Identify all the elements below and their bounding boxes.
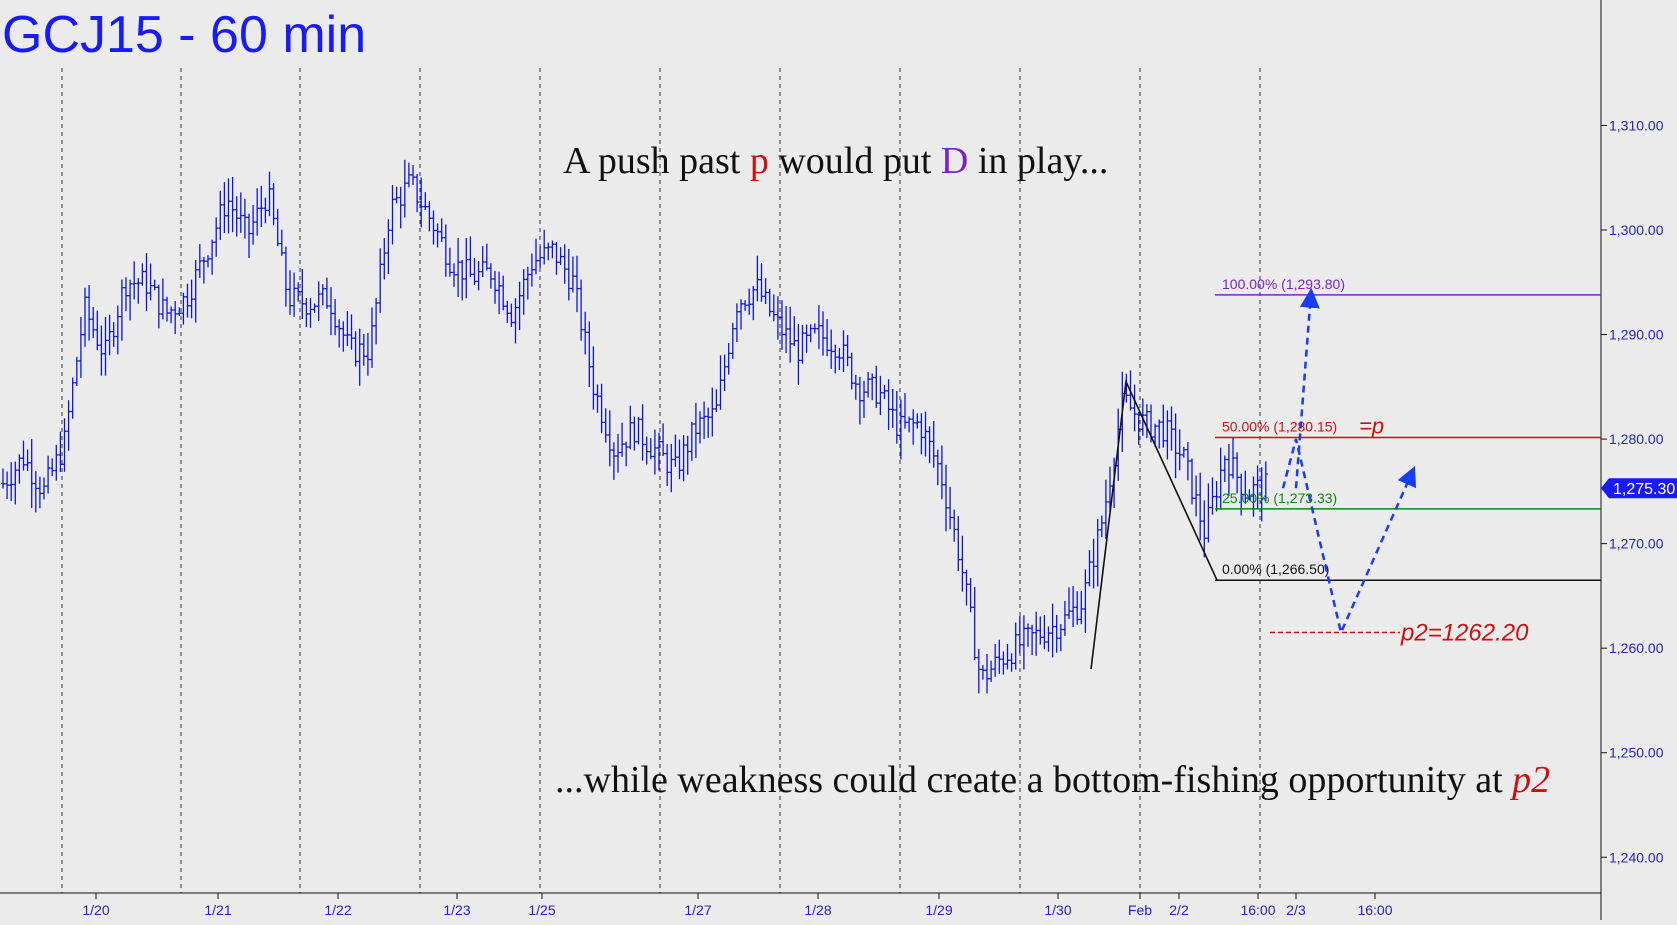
x-tick-label: 2/2 <box>1169 902 1189 918</box>
x-tick-label: 1/23 <box>443 902 470 918</box>
fib-levels: 100.00% (1,293.80) 50.00% (1,280.15) =p 25.… <box>1215 276 1601 581</box>
price-bars <box>1 159 1268 694</box>
fib-label: 25.00% (1,273.33) <box>1222 490 1337 506</box>
x-tick-label: 16:00 <box>1240 902 1275 918</box>
x-tick-label: 16:00 <box>1357 902 1392 918</box>
target-line: p2=1262.20 <box>1270 620 1529 647</box>
x-tick-label: 1/25 <box>528 902 555 918</box>
x-tick-label: 1/20 <box>82 902 109 918</box>
annotation-bottom-text: ...while weakness could create a bottom-… <box>555 759 1512 801</box>
forecast-arrows <box>1281 287 1417 637</box>
annotation-top-d: D <box>941 140 968 182</box>
annotation-bottom: ...while weakness could create a bottom-… <box>555 759 1550 801</box>
annotation-top-middle: would put <box>769 140 941 182</box>
y-tick-label: 1,300.00 <box>1609 222 1664 238</box>
x-tick-label: 1/30 <box>1044 902 1071 918</box>
annotation-top-after: in play... <box>968 140 1108 182</box>
x-tick-label: 1/21 <box>204 902 231 918</box>
y-tick-label: 1,290.00 <box>1609 327 1664 343</box>
pattern-line <box>1090 378 1218 670</box>
y-tick-label: 1,280.00 <box>1609 431 1664 447</box>
last-price-badge <box>1601 478 1677 499</box>
target-label: p2=1262.20 <box>1400 620 1529 647</box>
annotation-bottom-p2: p2 <box>1509 759 1550 801</box>
forecast-arrow <box>1281 438 1417 637</box>
y-tick-label: 1,250.00 <box>1609 745 1664 761</box>
fib-label: 0.00% (1,266.50) <box>1222 561 1329 577</box>
y-tick-label: 1,270.00 <box>1609 536 1664 552</box>
last-price-value: 1,275.30 <box>1613 481 1675 498</box>
x-tick-label: Feb <box>1128 902 1152 918</box>
x-tick-label: 2/3 <box>1286 902 1306 918</box>
y-tick-label: 1,260.00 <box>1609 640 1664 656</box>
x-tick-label: 1/29 <box>925 902 952 918</box>
chart-title: GCJ15 - 60 min <box>2 6 366 64</box>
last-price-tag: 1,275.30 <box>1601 478 1677 499</box>
axes <box>0 0 1602 920</box>
x-tick-label: 1/28 <box>804 902 831 918</box>
fib-label: 100.00% (1,293.80) <box>1222 276 1345 292</box>
annotation-top: A push past p would put D in play... <box>563 140 1108 182</box>
y-ticks: 1,240.00 1,250.00 1,260.00 1,270.00 1,280.00… <box>1601 117 1664 865</box>
fib-label: 50.00% (1,280.15) <box>1222 419 1337 435</box>
annotation-top-p: p <box>750 140 769 182</box>
fib-suffix: =p <box>1359 414 1384 439</box>
x-tick-label: 1/22 <box>324 902 351 918</box>
annotation-top-before: A push past <box>563 140 750 182</box>
y-tick-label: 1,240.00 <box>1609 849 1664 865</box>
forecast-arrow <box>1294 287 1320 489</box>
grid-lines <box>61 68 1261 893</box>
y-tick-label: 1,310.00 <box>1609 117 1664 133</box>
x-tick-label: 1/27 <box>684 902 711 918</box>
x-ticks: 1/20 1/21 1/22 1/23 1/25 1/27 1/28 1/29 1/30 Feb 2… <box>82 893 1393 918</box>
abc-pattern <box>1090 378 1218 670</box>
